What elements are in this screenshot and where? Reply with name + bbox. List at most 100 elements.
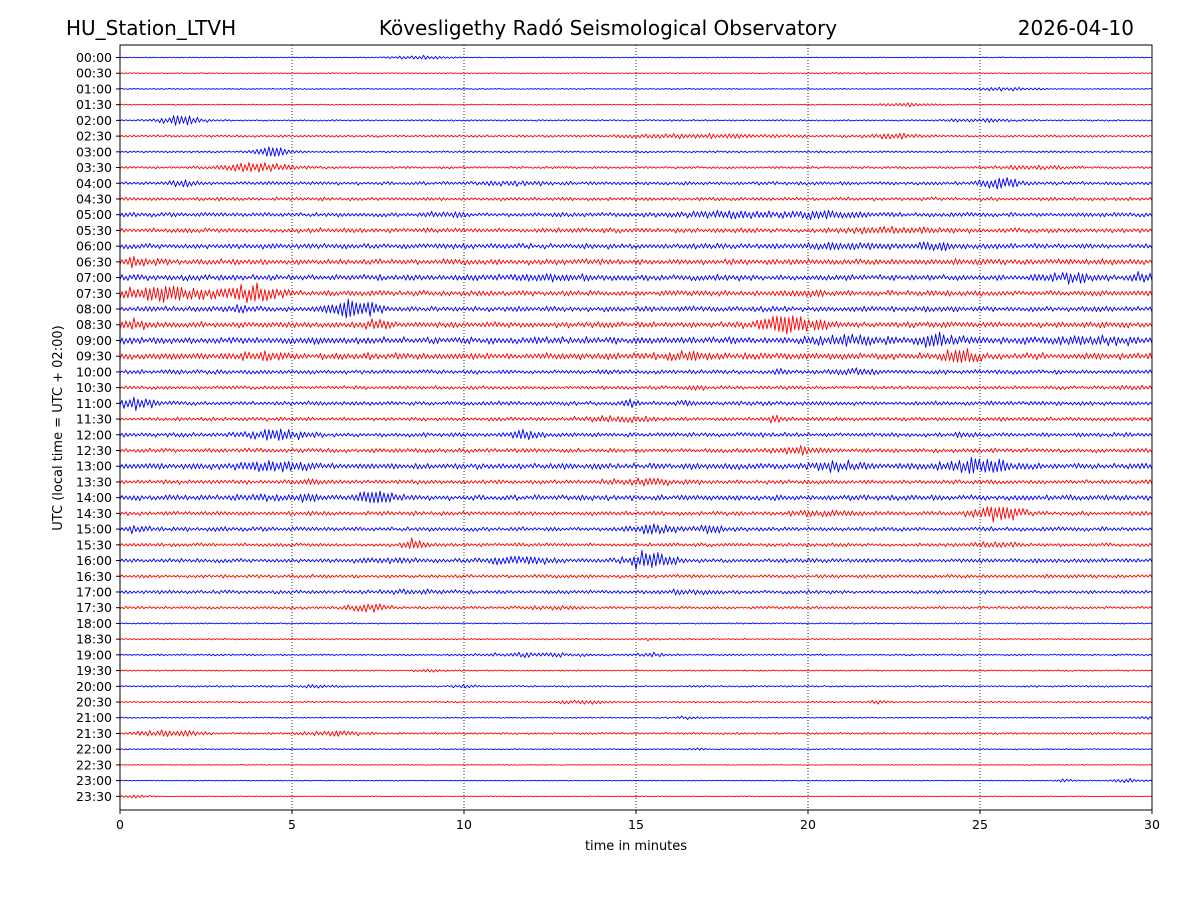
trace-row-34	[119, 588, 1153, 596]
row-label-35: 17:30	[76, 600, 112, 615]
observatory-title: Kövesligethy Radó Seismological Observat…	[379, 16, 837, 40]
trace-row-8	[119, 177, 1153, 190]
row-label-10: 05:00	[76, 207, 112, 222]
row-label-15: 07:30	[76, 286, 112, 301]
row-label-3: 01:30	[76, 97, 112, 112]
trace-row-11	[119, 225, 1153, 235]
x-tick-label-0: 0	[116, 817, 124, 832]
row-label-6: 03:00	[76, 144, 112, 159]
trace-row-44	[119, 747, 1153, 751]
station-title: HU_Station_LTVH	[66, 16, 236, 40]
row-label-37: 18:30	[76, 632, 112, 647]
row-label-20: 10:00	[76, 364, 112, 379]
trace-row-16	[119, 298, 1153, 319]
row-label-2: 01:00	[76, 81, 112, 96]
row-label-31: 15:30	[76, 537, 112, 552]
row-label-47: 23:30	[76, 789, 112, 804]
row-label-38: 19:00	[76, 647, 112, 662]
trace-row-36	[119, 622, 1153, 625]
row-label-28: 14:00	[76, 490, 112, 505]
row-time-labels: 00:0000:3001:0001:3002:0002:3003:0003:30…	[76, 50, 120, 804]
trace-row-6	[119, 146, 1153, 157]
row-label-9: 04:30	[76, 191, 112, 206]
trace-row-31	[119, 537, 1153, 549]
x-tick-label-3: 15	[628, 817, 644, 832]
trace-row-45	[119, 764, 1153, 766]
trace-row-17	[119, 315, 1153, 335]
seismogram-traces	[119, 54, 1153, 799]
plot-frame	[119, 44, 1153, 811]
row-label-26: 13:00	[76, 459, 112, 474]
trace-row-43	[119, 729, 1153, 738]
row-label-17: 08:30	[76, 317, 112, 332]
y-axis-label: UTC (local time = UTC + 02:00)	[51, 325, 66, 530]
row-label-5: 02:30	[76, 129, 112, 144]
row-label-1: 00:30	[76, 66, 112, 81]
x-tick-label-5: 25	[972, 817, 988, 832]
row-label-45: 22:30	[76, 757, 112, 772]
x-tick-label-6: 30	[1144, 817, 1160, 832]
row-label-11: 05:30	[76, 223, 112, 238]
trace-row-18	[119, 331, 1153, 348]
row-label-12: 06:00	[76, 239, 112, 254]
trace-row-4	[119, 115, 1153, 126]
trace-row-22	[119, 396, 1153, 412]
row-label-34: 17:00	[76, 584, 112, 599]
trace-row-20	[119, 367, 1153, 376]
trace-row-10	[119, 209, 1153, 221]
trace-row-24	[119, 428, 1153, 441]
row-label-44: 22:00	[76, 742, 112, 757]
trace-row-23	[119, 414, 1153, 424]
row-label-25: 12:30	[76, 443, 112, 458]
row-label-29: 14:30	[76, 506, 112, 521]
trace-row-38	[119, 651, 1153, 659]
trace-row-13	[119, 255, 1153, 269]
trace-row-3	[119, 102, 1153, 108]
trace-row-29	[119, 506, 1153, 523]
trace-row-12	[119, 241, 1153, 252]
row-label-42: 21:00	[76, 710, 112, 725]
x-axis-label: time in minutes	[585, 839, 687, 854]
trace-row-37	[119, 637, 1153, 642]
trace-row-32	[119, 549, 1153, 570]
row-label-8: 04:00	[76, 176, 112, 191]
x-axis-ticks: 0 5 10 15 20 25 30	[116, 810, 1160, 832]
trace-row-7	[119, 161, 1153, 173]
row-label-21: 10:30	[76, 380, 112, 395]
row-label-46: 23:00	[76, 773, 112, 788]
row-label-16: 08:00	[76, 302, 112, 317]
row-label-40: 20:00	[76, 679, 112, 694]
trace-row-25	[119, 445, 1153, 456]
trace-row-47	[119, 794, 1153, 799]
trace-row-39	[119, 668, 1153, 673]
row-label-43: 21:30	[76, 726, 112, 741]
row-label-41: 20:30	[76, 695, 112, 710]
x-tick-label-1: 5	[288, 817, 296, 832]
row-label-23: 11:30	[76, 412, 112, 427]
trace-row-26	[119, 456, 1153, 474]
row-label-18: 09:00	[76, 333, 112, 348]
row-label-14: 07:00	[76, 270, 112, 285]
row-label-22: 11:00	[76, 396, 112, 411]
x-tick-label-4: 20	[800, 817, 816, 832]
trace-row-41	[119, 699, 1153, 705]
trace-row-9	[119, 196, 1153, 202]
row-label-39: 19:30	[76, 663, 112, 678]
trace-row-33	[119, 573, 1153, 579]
trace-row-15	[119, 282, 1153, 304]
row-label-13: 06:30	[76, 254, 112, 269]
trace-row-1	[119, 71, 1153, 75]
row-label-4: 02:00	[76, 113, 112, 128]
x-tick-label-2: 10	[456, 817, 472, 832]
trace-row-35	[119, 603, 1153, 613]
row-label-24: 12:00	[76, 427, 112, 442]
row-label-7: 03:30	[76, 160, 112, 175]
date-title: 2026-04-10	[1018, 16, 1134, 40]
trace-row-14	[119, 271, 1153, 285]
trace-row-46	[119, 777, 1153, 784]
row-label-27: 13:30	[76, 474, 112, 489]
trace-row-42	[119, 715, 1153, 720]
row-label-32: 16:00	[76, 553, 112, 568]
